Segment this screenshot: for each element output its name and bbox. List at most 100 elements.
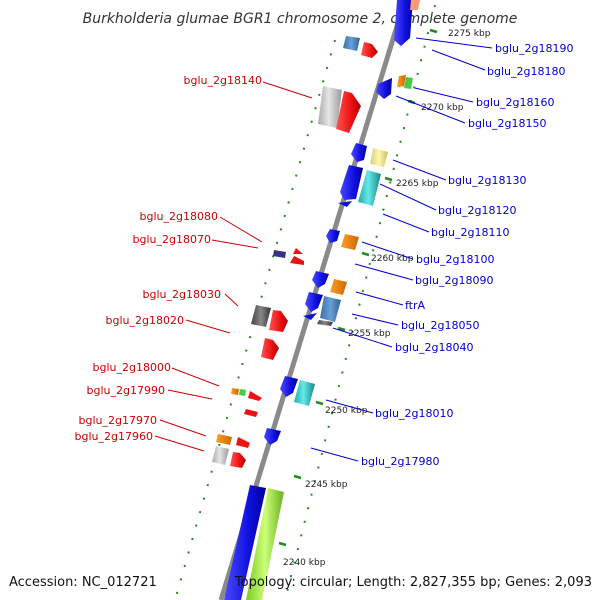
plus-strand-genes [224, 0, 420, 600]
ruler-tick [293, 474, 302, 480]
leader-line [325, 399, 374, 414]
gene-block[interactable] [269, 310, 288, 332]
ruler-tick [384, 176, 393, 182]
leader-line [159, 419, 207, 437]
gene-block[interactable] [317, 320, 333, 326]
gene-block[interactable] [293, 248, 303, 254]
gene-label[interactable]: ftrA [405, 299, 426, 312]
leader-line [332, 327, 393, 348]
gene-block[interactable] [251, 305, 271, 327]
gene-block[interactable] [264, 428, 281, 445]
gene-block[interactable] [244, 409, 258, 417]
gene-block[interactable] [343, 36, 360, 51]
ruler-tick [429, 28, 438, 34]
minus-gene-labels: bglu_2g18140 bglu_2g18080 bglu_2g18070 b… [75, 74, 262, 443]
gene-block[interactable] [326, 229, 340, 243]
ruler-tick [315, 400, 324, 406]
ruler-ticks [278, 28, 438, 547]
kbp-label: 2245 kbp [305, 480, 348, 490]
gene-label[interactable]: bglu_2g18080 [140, 210, 218, 223]
gene-label[interactable]: bglu_2g18120 [438, 204, 516, 217]
ruler-tick [361, 251, 370, 257]
leader-line [415, 37, 493, 49]
gene-block[interactable] [231, 388, 239, 395]
gene-label[interactable]: bglu_2g18110 [431, 226, 509, 239]
leader-line [392, 159, 447, 181]
gene-label[interactable]: bglu_2g18040 [395, 341, 473, 354]
map-title: Burkholderia glumae BGR1 chromosome 2, c… [83, 11, 518, 27]
gene-block[interactable] [280, 376, 298, 397]
gene-block[interactable] [336, 91, 361, 133]
gene-block[interactable] [397, 75, 406, 87]
gene-block[interactable] [410, 0, 420, 10]
gene-label[interactable]: bglu_2g18010 [375, 407, 453, 420]
gene-block[interactable] [248, 391, 262, 401]
gene-block[interactable] [351, 143, 367, 162]
kbp-label: 2265 kbp [396, 179, 439, 189]
gene-block[interactable] [370, 148, 388, 167]
gene-label[interactable]: bglu_2g17970 [79, 414, 157, 427]
gene-block[interactable] [330, 279, 347, 295]
gene-label[interactable]: bglu_2g18140 [184, 74, 262, 87]
kbp-label: 2250 kbp [325, 406, 368, 416]
kbp-label: 2255 kbp [348, 329, 391, 339]
gene-block[interactable] [341, 234, 359, 250]
ruler-tick [278, 541, 287, 547]
gene-label[interactable]: bglu_2g17990 [87, 384, 165, 397]
gene-label[interactable]: bglu_2g18130 [448, 174, 526, 187]
gene-block[interactable] [224, 485, 266, 600]
plus-leader-lines [310, 37, 493, 462]
gene-block[interactable] [305, 292, 323, 312]
gene-label[interactable]: bglu_2g18020 [106, 314, 184, 327]
gene-label[interactable]: bglu_2g17960 [75, 430, 153, 443]
plus-gene-labels: bglu_2g18190 bglu_2g18180 bglu_2g18160 b… [361, 42, 573, 468]
gene-label[interactable]: bglu_2g18090 [415, 274, 493, 287]
gene-label[interactable]: bglu_2g18000 [93, 361, 171, 374]
gene-block[interactable] [376, 78, 392, 99]
gene-label[interactable]: bglu_2g18100 [416, 253, 494, 266]
leader-line [310, 447, 359, 462]
leader-line [167, 389, 213, 400]
gene-label[interactable]: bglu_2g18050 [401, 319, 479, 332]
ruler-tick [337, 326, 346, 332]
leader-line [414, 87, 474, 103]
leader-line [219, 216, 263, 243]
gene-block[interactable] [404, 77, 413, 89]
gene-block[interactable] [340, 165, 363, 200]
gene-label[interactable]: bglu_2g18030 [143, 288, 221, 301]
gene-label[interactable]: bglu_2g18150 [468, 117, 546, 130]
leader-line [361, 241, 414, 260]
gene-block[interactable] [212, 446, 229, 465]
gene-block[interactable] [230, 452, 246, 468]
topology-text: Topology: circular; Length: 2,827,355 bp… [234, 575, 592, 590]
leader-line [354, 263, 414, 281]
gene-block[interactable] [338, 201, 352, 207]
gene-label[interactable]: bglu_2g18070 [133, 233, 211, 246]
leader-line [355, 291, 404, 306]
leader-line [382, 213, 430, 233]
gene-block[interactable] [318, 86, 342, 128]
gene-block[interactable] [394, 0, 413, 46]
gene-block[interactable] [246, 488, 284, 600]
gene-block[interactable] [239, 389, 246, 396]
gene-block[interactable] [273, 250, 286, 258]
gene-block[interactable] [312, 271, 329, 288]
gene-block[interactable] [261, 338, 279, 360]
leader-line [171, 367, 220, 387]
gene-block[interactable] [361, 42, 378, 58]
gene-block[interactable] [320, 296, 341, 322]
gene-block[interactable] [303, 313, 317, 320]
minus-strand-genes [212, 36, 378, 468]
gene-label[interactable]: bglu_2g18190 [495, 42, 573, 55]
gene-block[interactable] [358, 170, 381, 206]
gene-label[interactable]: bglu_2g17980 [361, 455, 439, 468]
gene-block[interactable] [290, 256, 304, 265]
gene-block[interactable] [236, 437, 250, 448]
accession-text: Accession: NC_012721 [9, 575, 157, 590]
gene-block[interactable] [294, 380, 315, 406]
gene-label[interactable]: bglu_2g18180 [487, 65, 565, 78]
gene-label[interactable]: bglu_2g18160 [476, 96, 554, 109]
gene-block[interactable] [216, 434, 232, 445]
